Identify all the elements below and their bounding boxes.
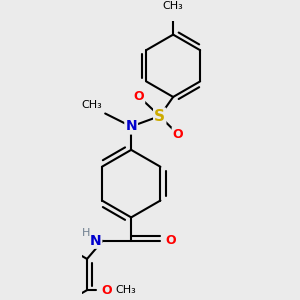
Text: CH₃: CH₃ [82,100,103,110]
Text: O: O [165,234,175,247]
Text: O: O [101,284,112,297]
Text: O: O [172,128,183,141]
Text: CH₃: CH₃ [116,285,136,295]
Text: N: N [125,119,137,134]
Text: N: N [90,234,101,248]
Text: O: O [134,90,144,103]
Text: H: H [82,228,90,238]
Text: CH₃: CH₃ [163,1,184,11]
Text: S: S [154,109,165,124]
